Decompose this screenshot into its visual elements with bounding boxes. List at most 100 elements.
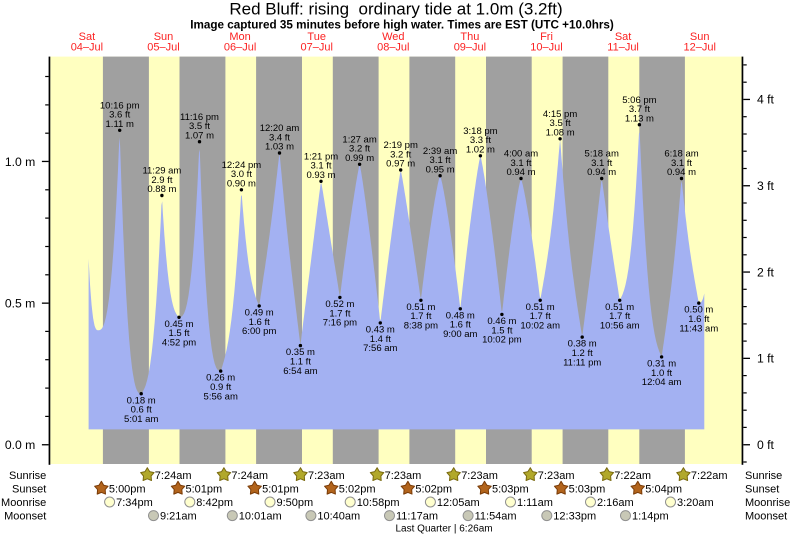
svg-text:0.0 m: 0.0 m [5,438,35,452]
svg-text:12:04 am: 12:04 am [642,377,682,388]
svg-text:1.4 ft: 1.4 ft [370,334,391,345]
svg-text:7:56 am: 7:56 am [363,343,397,354]
svg-text:8:42pm: 8:42pm [196,497,233,509]
svg-text:Sat: Sat [615,31,632,43]
svg-text:11:11 pm: 11:11 pm [563,357,601,368]
svg-text:07–Jul: 07–Jul [300,41,332,53]
svg-text:12:33pm: 12:33pm [553,511,596,523]
svg-text:4:52 pm: 4:52 pm [162,338,196,349]
svg-text:0.18 m: 0.18 m [127,395,156,406]
svg-text:7:24am: 7:24am [231,470,268,482]
svg-text:10:01am: 10:01am [239,511,282,523]
svg-text:0.52 m: 0.52 m [325,299,354,310]
svg-text:1:11am: 1:11am [517,497,553,509]
svg-text:0.99 m: 0.99 m [345,153,374,164]
svg-text:7:22am: 7:22am [614,470,651,482]
svg-text:Fri: Fri [540,31,553,43]
svg-text:0.94 m: 0.94 m [667,167,696,178]
svg-text:5:06 pm: 5:06 pm [622,95,656,106]
svg-text:0.90 m: 0.90 m [227,178,256,189]
svg-text:Sat: Sat [79,31,96,43]
svg-text:5:03pm: 5:03pm [492,483,529,495]
svg-text:11:16 pm: 11:16 pm [180,112,219,123]
svg-text:05–Jul: 05–Jul [147,41,179,53]
svg-text:5:03pm: 5:03pm [569,483,606,495]
svg-text:1.7 ft: 1.7 ft [609,311,630,322]
svg-text:4:00 am: 4:00 am [504,149,538,160]
svg-text:9:00 am: 9:00 am [443,329,477,340]
svg-text:5:18 am: 5:18 am [585,149,619,160]
svg-text:10:58pm: 10:58pm [357,497,400,509]
svg-text:3.5 ft: 3.5 ft [550,118,571,129]
svg-text:3 ft: 3 ft [757,179,775,193]
svg-text:Moonset: Moonset [4,511,46,523]
svg-text:0.46 m: 0.46 m [487,316,516,327]
svg-text:7:16 pm: 7:16 pm [323,318,357,329]
svg-text:0.93 m: 0.93 m [306,170,335,181]
svg-text:1.7 ft: 1.7 ft [329,308,350,319]
svg-text:Tue: Tue [307,31,326,43]
svg-text:7:23am: 7:23am [308,470,345,482]
svg-text:1.03 m: 1.03 m [265,142,294,153]
svg-text:3.2 ft: 3.2 ft [349,144,370,155]
svg-text:3.1 ft: 3.1 ft [510,158,531,169]
svg-text:1.1 ft: 1.1 ft [290,357,311,368]
svg-text:1.5 ft: 1.5 ft [168,328,189,339]
svg-text:0.43 m: 0.43 m [366,325,395,336]
svg-text:0.9 ft: 0.9 ft [210,382,231,393]
svg-text:5:02pm: 5:02pm [339,483,376,495]
svg-text:1.7 ft: 1.7 ft [530,311,551,322]
svg-text:0.45 m: 0.45 m [164,319,193,330]
svg-text:0.97 m: 0.97 m [386,159,415,170]
svg-text:Image captured 35 minutes befo: Image captured 35 minutes before high wa… [190,19,614,32]
svg-text:10:02 am: 10:02 am [520,321,560,332]
svg-text:Red Bluff: rising ordinary ti: Red Bluff: rising ordinary tide at 1.0m … [229,0,562,19]
svg-text:1.13 m: 1.13 m [625,113,654,124]
svg-text:3.7 ft: 3.7 ft [629,104,650,115]
svg-text:6:00 pm: 6:00 pm [242,326,276,337]
svg-text:7:23am: 7:23am [385,470,422,482]
svg-text:1.0 m: 1.0 m [5,155,35,169]
svg-text:5:56 am: 5:56 am [204,391,238,402]
svg-text:10:16 pm: 10:16 pm [100,101,140,112]
svg-text:6:18 am: 6:18 am [664,149,698,160]
svg-text:11:17am: 11:17am [396,511,438,523]
svg-text:09–Jul: 09–Jul [454,41,486,53]
svg-text:Moonset: Moonset [745,511,787,523]
svg-text:1.07 m: 1.07 m [185,130,214,141]
svg-text:4:15 pm: 4:15 pm [543,109,577,120]
svg-text:3:20am: 3:20am [677,497,714,509]
svg-text:0.50 m: 0.50 m [684,305,713,316]
svg-text:3.5 ft: 3.5 ft [189,121,210,132]
svg-text:3.1 ft: 3.1 ft [591,158,612,169]
svg-text:Sunrise: Sunrise [745,470,782,482]
svg-text:5:01pm: 5:01pm [186,483,223,495]
svg-text:10:56 am: 10:56 am [600,321,640,332]
svg-text:04–Jul: 04–Jul [71,41,103,53]
svg-text:Moonrise: Moonrise [745,497,790,509]
svg-text:5:01pm: 5:01pm [262,483,299,495]
svg-text:1:14pm: 1:14pm [632,511,669,523]
svg-text:3.6 ft: 3.6 ft [109,110,130,121]
svg-text:6:54 am: 6:54 am [283,366,317,377]
svg-text:1 ft: 1 ft [757,352,775,366]
svg-text:11:43 am: 11:43 am [679,323,718,334]
svg-text:3.2 ft: 3.2 ft [390,149,411,160]
svg-text:0.88 m: 0.88 m [147,184,176,195]
svg-text:0.51 m: 0.51 m [406,302,435,313]
svg-text:3.1 ft: 3.1 ft [310,161,331,172]
svg-text:5:01 am: 5:01 am [124,414,158,425]
svg-text:2.9 ft: 2.9 ft [151,175,172,186]
svg-text:2 ft: 2 ft [757,265,775,279]
svg-text:1.6 ft: 1.6 ft [688,314,709,325]
svg-text:1.2 ft: 1.2 ft [572,348,593,359]
svg-text:0.5 m: 0.5 m [5,296,35,310]
svg-text:10:40am: 10:40am [317,511,360,523]
svg-text:11:29 am: 11:29 am [142,166,181,177]
svg-text:Sun: Sun [690,31,710,43]
svg-text:3.3 ft: 3.3 ft [470,135,491,146]
svg-text:12:24 pm: 12:24 pm [222,160,262,171]
svg-text:08–Jul: 08–Jul [377,41,409,53]
svg-text:7:34pm: 7:34pm [116,497,153,509]
svg-text:Wed: Wed [382,31,404,43]
